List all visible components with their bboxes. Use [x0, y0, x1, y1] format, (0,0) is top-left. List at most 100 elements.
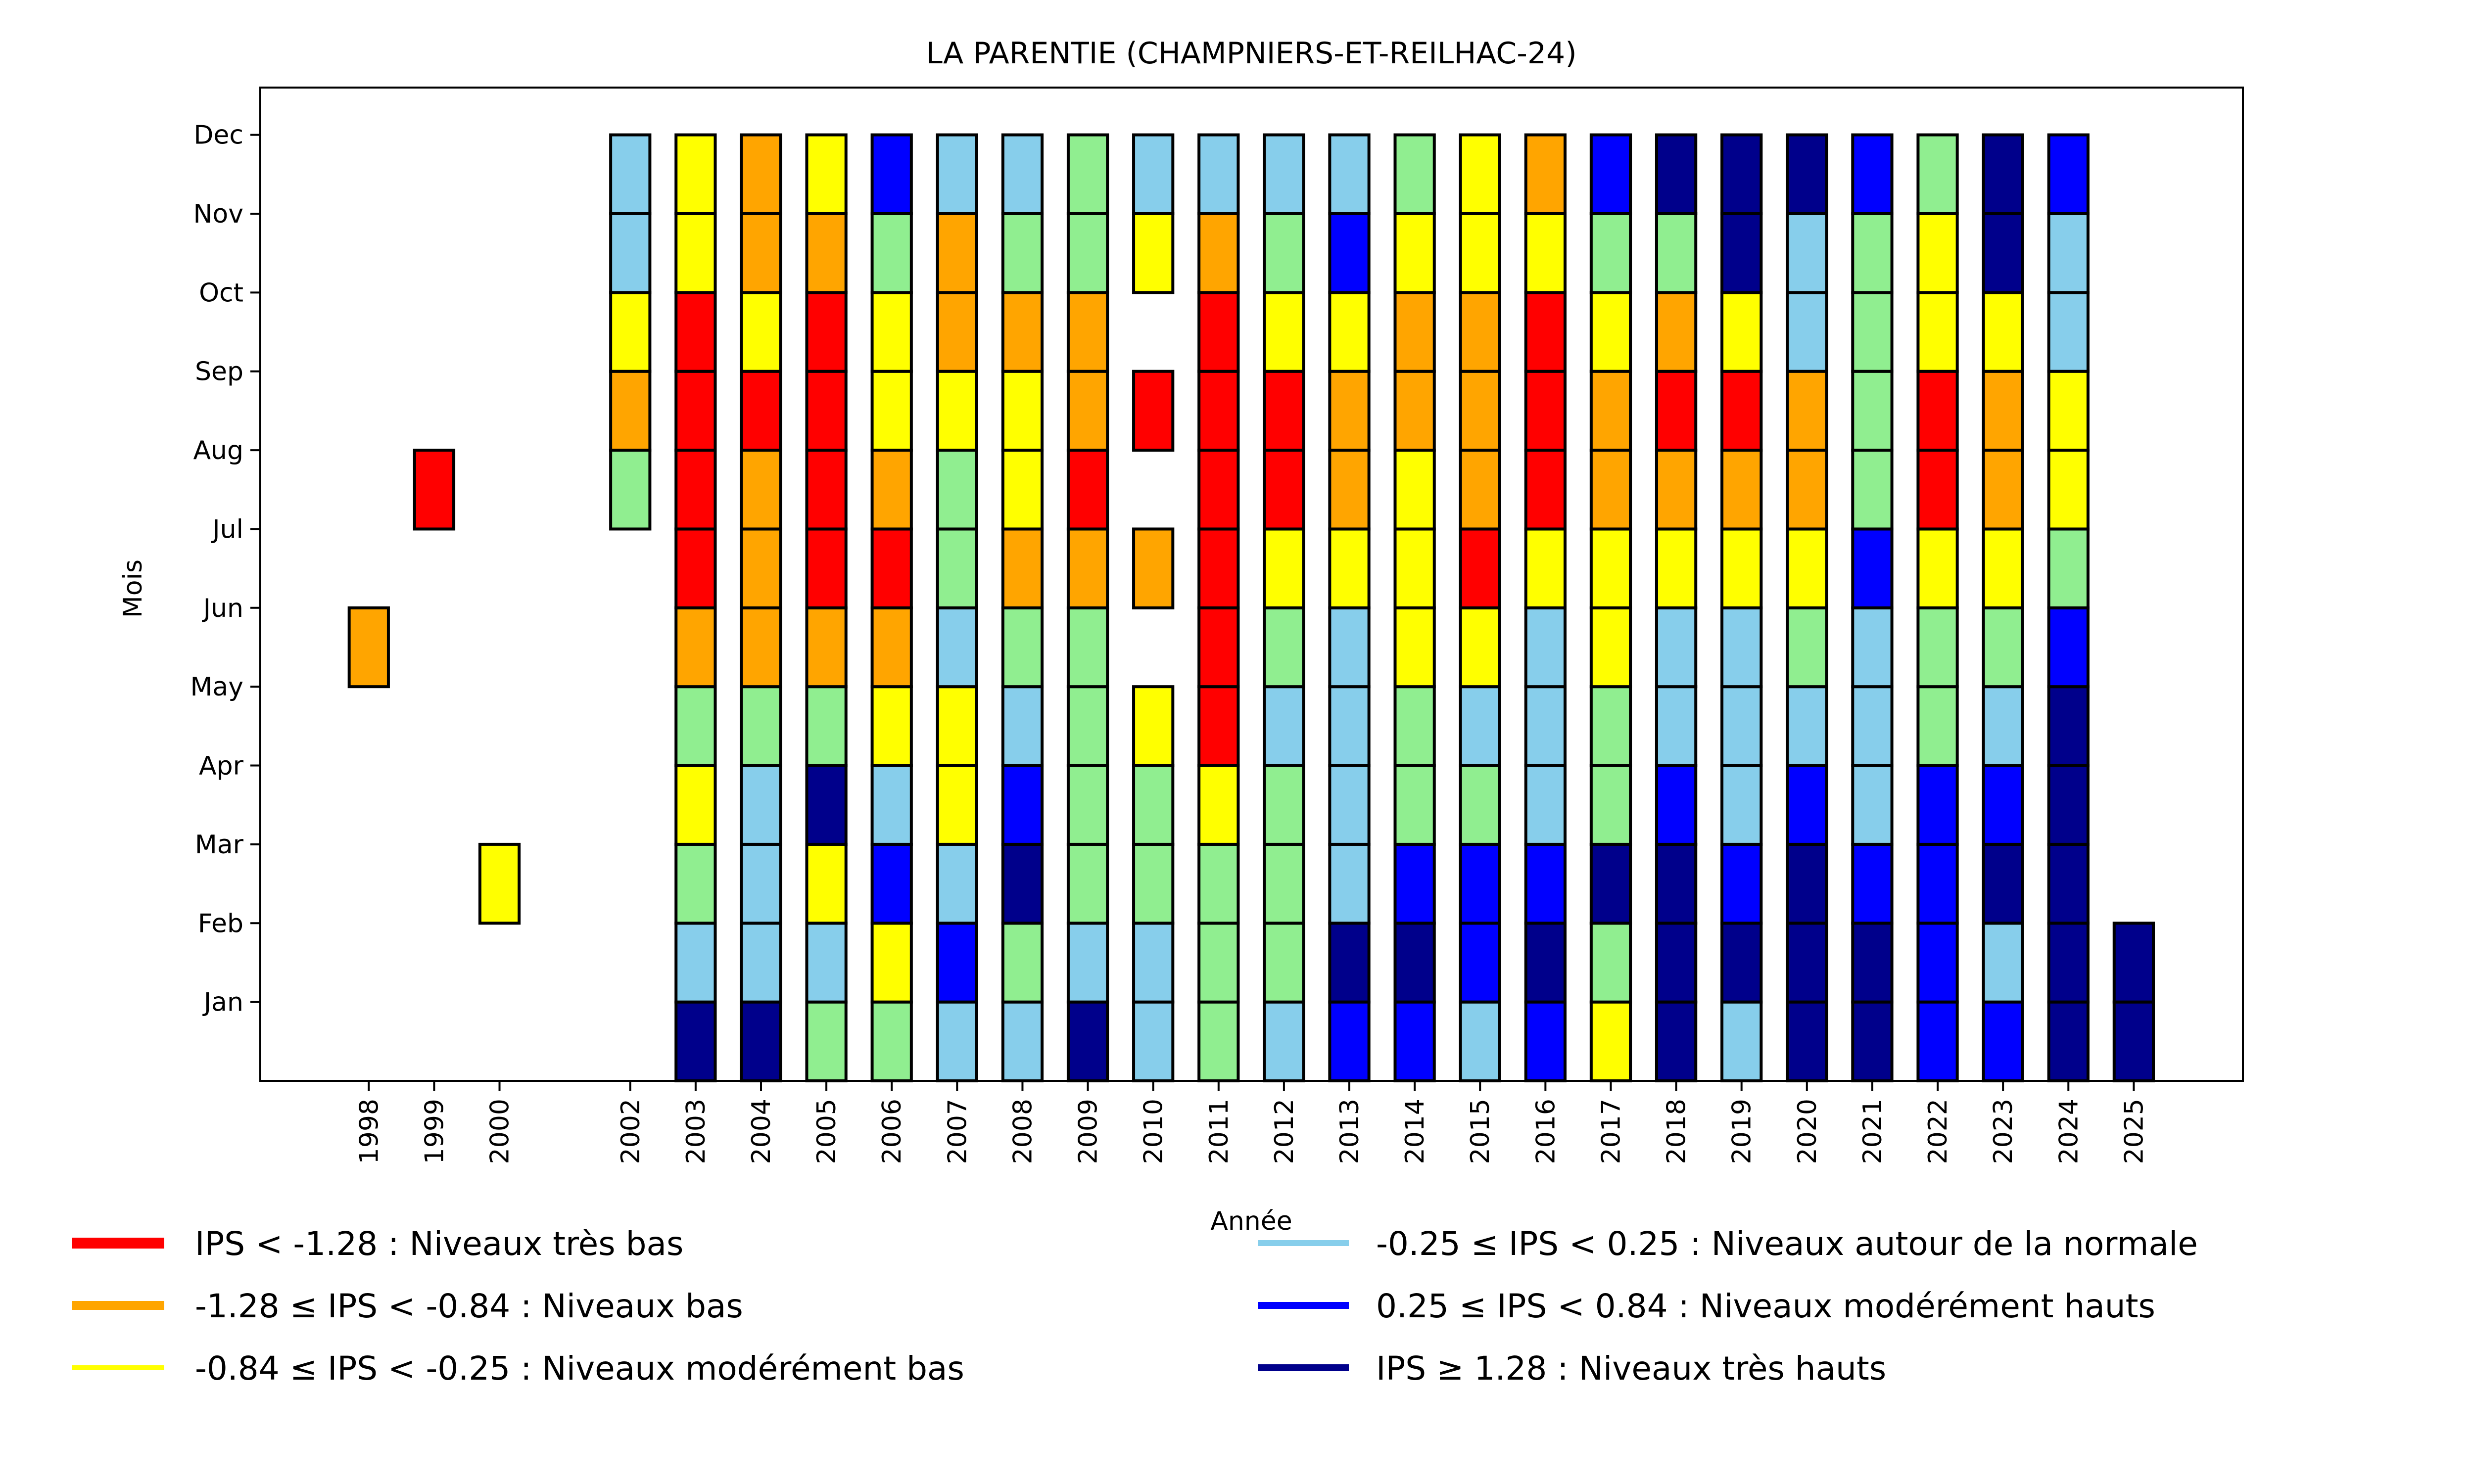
x-tick-label: 2024 [2054, 1099, 2084, 1164]
cell-2019-apr [1720, 764, 1763, 846]
legend-label: -0.25 ≤ IPS < 0.25 : Niveaux autour de l… [1376, 1225, 2198, 1263]
cell-2017-sep [1589, 370, 1632, 452]
cell-2002-oct [609, 291, 652, 373]
cell-2021-sep [1851, 370, 1894, 452]
x-tick-label: 2020 [1793, 1099, 1822, 1164]
cell-2022-mar [1916, 842, 1959, 925]
cell-2021-aug [1851, 449, 1894, 531]
cell-2019-mar [1720, 842, 1763, 925]
cell-2016-mar [1524, 842, 1567, 925]
cell-2016-oct [1524, 291, 1567, 373]
x-tick-label: 2004 [747, 1099, 776, 1164]
cell-2012-jan [1263, 1000, 1305, 1082]
cell-2013-nov [1328, 212, 1371, 294]
cell-2024-jun [2047, 606, 2090, 689]
x-tick-label: 2005 [812, 1099, 842, 1164]
cell-2019-jan [1720, 1000, 1763, 1082]
cell-2009-dec [1066, 133, 1109, 215]
cell-2011-jun [1197, 606, 1240, 689]
cell-2020-oct [1786, 291, 1828, 373]
cell-2023-jul [1982, 527, 2024, 609]
cell-2014-feb [1393, 922, 1436, 1004]
cell-2010-apr [1132, 764, 1175, 846]
cell-2013-may [1328, 685, 1371, 767]
cell-2005-jul [805, 527, 848, 609]
cell-2020-dec [1786, 133, 1828, 215]
cell-2016-nov [1524, 212, 1567, 294]
cell-2006-nov [870, 212, 913, 294]
cell-2019-dec [1720, 133, 1763, 215]
cell-2007-jun [936, 606, 978, 689]
cell-2018-oct [1655, 291, 1698, 373]
cell-2011-oct [1197, 291, 1240, 373]
cell-2020-feb [1786, 922, 1828, 1004]
cell-2009-feb [1066, 922, 1109, 1004]
cell-2015-feb [1459, 922, 1501, 1004]
cell-2016-may [1524, 685, 1567, 767]
cell-2009-sep [1066, 370, 1109, 452]
y-tick-label: Aug [193, 436, 243, 465]
cell-2003-feb [674, 922, 717, 1004]
cell-2022-jul [1916, 527, 1959, 609]
legend-label: 0.25 ≤ IPS < 0.84 : Niveaux modérément h… [1376, 1287, 2155, 1325]
cell-2021-jul [1851, 527, 1894, 609]
cell-2015-apr [1459, 764, 1501, 846]
cell-2019-oct [1720, 291, 1763, 373]
cell-2007-feb [936, 922, 978, 1004]
legend-label: -0.84 ≤ IPS < -0.25 : Niveaux modérément… [195, 1349, 964, 1388]
cell-2020-jun [1786, 606, 1828, 689]
cell-2002-sep [609, 370, 652, 452]
cell-2003-oct [674, 291, 717, 373]
cell-2014-jun [1393, 606, 1436, 689]
legend-label: IPS < -1.28 : Niveaux très bas [195, 1225, 683, 1263]
cell-2010-feb [1132, 922, 1175, 1004]
cell-2004-sep [740, 370, 782, 452]
cell-2011-sep [1197, 370, 1240, 452]
cell-2022-apr [1916, 764, 1959, 846]
cell-2002-nov [609, 212, 652, 294]
cell-2023-may [1982, 685, 2024, 767]
cell-2012-jun [1263, 606, 1305, 689]
x-tick-label: 2017 [1596, 1099, 1626, 1164]
cell-2005-may [805, 685, 848, 767]
cell-2015-nov [1459, 212, 1501, 294]
cell-2013-sep [1328, 370, 1371, 452]
y-tick-label: Apr [199, 751, 244, 781]
cell-2024-aug [2047, 449, 2090, 531]
cell-2024-feb [2047, 922, 2090, 1004]
cell-2008-nov [1001, 212, 1044, 294]
cell-2005-sep [805, 370, 848, 452]
cell-2005-jan [805, 1000, 848, 1082]
cell-2020-sep [1786, 370, 1828, 452]
cell-2017-apr [1589, 764, 1632, 846]
cell-2013-jul [1328, 527, 1371, 609]
cell-2006-mar [870, 842, 913, 925]
cell-2005-mar [805, 842, 848, 925]
cell-2006-jun [870, 606, 913, 689]
cell-2010-jul [1132, 527, 1175, 609]
cell-2007-sep [936, 370, 978, 452]
cell-2009-aug [1066, 449, 1109, 531]
cell-2024-apr [2047, 764, 2090, 846]
cell-2013-aug [1328, 449, 1371, 531]
cell-2008-may [1001, 685, 1044, 767]
cell-2008-dec [1001, 133, 1044, 215]
cell-2025-jan [2112, 1000, 2155, 1082]
cell-2017-dec [1589, 133, 1632, 215]
cell-2006-jul [870, 527, 913, 609]
cell-2015-jun [1459, 606, 1501, 689]
cell-2009-jun [1066, 606, 1109, 689]
x-axis: 1998 1999 2000 2002 2003 2004 2005 2006 2007 2008… [354, 1081, 2149, 1164]
cell-2015-jan [1459, 1000, 1501, 1082]
legend-item-bas: -1.28 ≤ IPS < -0.84 : Niveaux bas [72, 1287, 743, 1325]
cell-2018-jan [1655, 1000, 1698, 1082]
cell-2023-sep [1982, 370, 2024, 452]
x-tick-label: 2021 [1858, 1099, 1888, 1164]
cell-2023-mar [1982, 842, 2024, 925]
cell-2011-nov [1197, 212, 1240, 294]
cell-2004-jul [740, 527, 782, 609]
cell-2018-mar [1655, 842, 1698, 925]
x-tick-label: 2002 [616, 1099, 646, 1164]
legend-item-mod_bas: -0.84 ≤ IPS < -0.25 : Niveaux modérément… [72, 1349, 964, 1388]
cell-2024-dec [2047, 133, 2090, 215]
